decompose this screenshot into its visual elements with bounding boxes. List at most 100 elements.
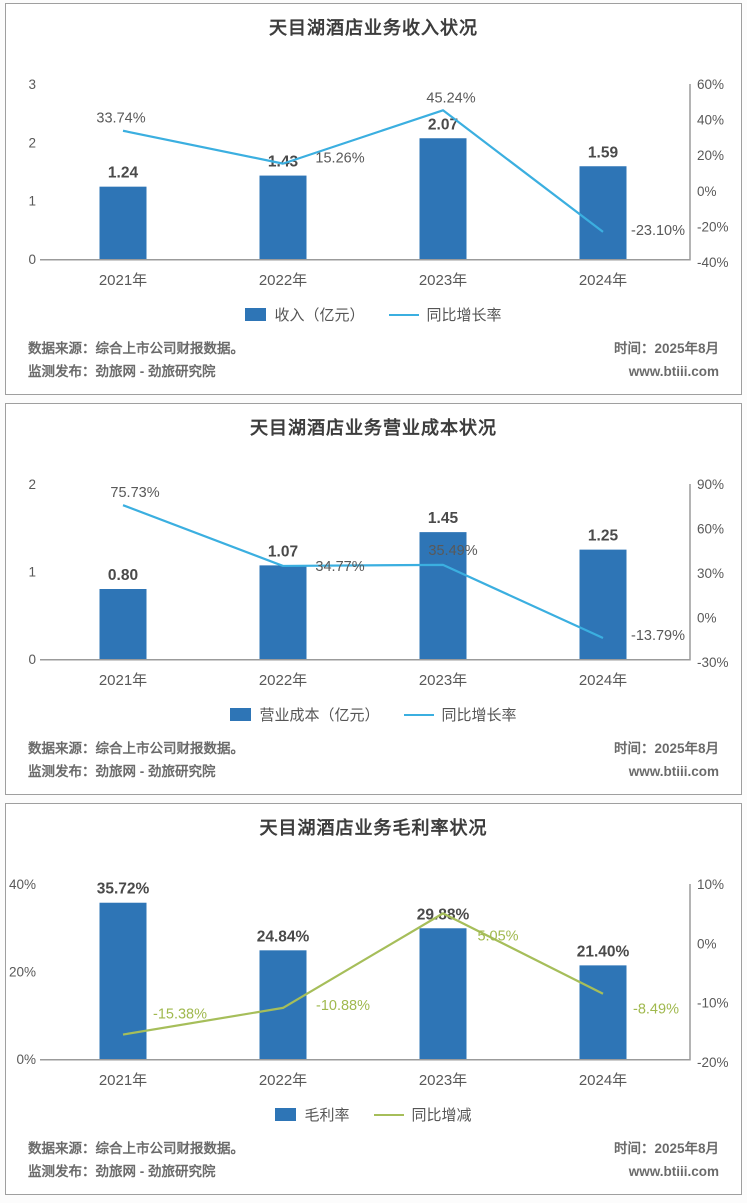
svg-text:-40%: -40%	[697, 255, 729, 270]
svg-text:2022年: 2022年	[259, 272, 307, 289]
publisher-text: 监测发布：劲旅网 - 劲旅研究院	[28, 764, 216, 779]
svg-text:30%: 30%	[697, 566, 724, 581]
bar-series-label: 收入（亿元）	[274, 307, 365, 324]
svg-text:1: 1	[28, 194, 36, 209]
svg-text:0%: 0%	[697, 184, 717, 199]
website-text: www.btiii.com	[628, 364, 719, 379]
svg-text:2021年: 2021年	[99, 272, 147, 289]
svg-text:1.43: 1.43	[268, 154, 299, 171]
svg-text:2024年: 2024年	[579, 272, 627, 289]
svg-text:2023年: 2023年	[419, 272, 467, 289]
bar-series-label: 毛利率	[304, 1107, 350, 1124]
chart-title: 天目湖酒店业务收入状况	[269, 18, 478, 38]
svg-text:2021年: 2021年	[99, 672, 147, 689]
svg-text:1.07: 1.07	[268, 543, 298, 560]
svg-text:0%: 0%	[16, 1052, 36, 1067]
chart-title: 天目湖酒店业务营业成本状况	[250, 418, 497, 438]
line-series-swatch	[373, 1113, 404, 1116]
chart-legend: 营业成本（亿元） 同比增长率	[6, 704, 741, 725]
svg-text:33.74%: 33.74%	[96, 111, 145, 127]
svg-text:40%: 40%	[697, 113, 724, 128]
svg-text:-20%: -20%	[697, 219, 729, 234]
data-source-text: 数据来源：综合上市公司财报数据。	[28, 341, 244, 356]
line-series-label: 同比增长率	[426, 307, 502, 324]
svg-text:35.72%: 35.72%	[97, 881, 150, 898]
line-series-label: 同比增减	[411, 1107, 472, 1124]
website-text: www.btiii.com	[628, 764, 719, 779]
chart-footer: 数据来源：综合上市公司财报数据。 监测发布：劲旅网 - 劲旅研究院 时间：202…	[6, 1137, 741, 1183]
website-text: www.btiii.com	[628, 1164, 719, 1179]
svg-text:-15.38%: -15.38%	[153, 1007, 207, 1023]
svg-text:2022年: 2022年	[259, 672, 307, 689]
svg-text:40%: 40%	[9, 877, 36, 892]
svg-text:35.49%: 35.49%	[428, 543, 477, 559]
svg-text:20%: 20%	[9, 965, 36, 980]
svg-text:-8.49%: -8.49%	[633, 1002, 679, 1018]
svg-text:2021年: 2021年	[99, 1072, 147, 1089]
svg-text:-20%: -20%	[697, 1055, 729, 1070]
svg-text:3: 3	[28, 77, 36, 92]
line-series-swatch	[403, 713, 434, 716]
svg-text:2023年: 2023年	[419, 1072, 467, 1089]
svg-text:-10%: -10%	[697, 996, 729, 1011]
svg-text:5.05%: 5.05%	[477, 928, 518, 944]
svg-text:10%: 10%	[697, 877, 724, 892]
line-series-swatch	[388, 313, 419, 316]
report-time-text: 时间：2025年8月	[613, 341, 719, 356]
svg-text:2023年: 2023年	[419, 672, 467, 689]
svg-text:20%: 20%	[697, 148, 724, 163]
svg-text:2: 2	[28, 135, 36, 150]
svg-text:2: 2	[28, 477, 36, 492]
svg-text:0%: 0%	[697, 936, 717, 951]
svg-text:0: 0	[28, 252, 36, 267]
report-time-text: 时间：2025年8月	[613, 741, 719, 756]
svg-text:2024年: 2024年	[579, 672, 627, 689]
cost-chart-panel: 天目湖酒店业务营业成本状况 0 1 2 90% 60% 30% 0% -30% 0.80 1.07…	[5, 403, 742, 795]
svg-text:24.84%: 24.84%	[257, 928, 310, 945]
svg-text:60%: 60%	[697, 522, 724, 537]
report-time-text: 时间：2025年8月	[613, 1141, 719, 1156]
svg-text:2024年: 2024年	[579, 1072, 627, 1089]
svg-text:-23.10%: -23.10%	[631, 223, 685, 239]
svg-text:21.40%: 21.40%	[577, 943, 630, 960]
chart-legend: 收入（亿元） 同比增长率	[6, 304, 741, 325]
data-source-text: 数据来源：综合上市公司财报数据。	[28, 741, 244, 756]
svg-text:0%: 0%	[697, 611, 717, 626]
margin-chart-panel: 天目湖酒店业务毛利率状况 0% 20% 40% 10% 0% -10% -20% 35.72%…	[5, 803, 742, 1195]
bar-series-label: 营业成本（亿元）	[259, 707, 380, 724]
margin-combo-chart: 0% 20% 40% 10% 0% -10% -20% 35.72% 24.84% 29.88% 2…	[9, 877, 729, 1089]
chart-legend: 毛利率 同比增减	[6, 1104, 741, 1125]
bar-series-swatch	[245, 308, 267, 321]
svg-text:-30%: -30%	[697, 655, 729, 670]
svg-text:2022年: 2022年	[259, 1072, 307, 1089]
svg-text:34.77%: 34.77%	[315, 559, 364, 575]
svg-text:1.25: 1.25	[588, 528, 619, 545]
line-series-label: 同比增长率	[441, 707, 517, 724]
data-source-text: 数据来源：综合上市公司财报数据。	[28, 1141, 244, 1156]
chart-footer: 数据来源：综合上市公司财报数据。 监测发布：劲旅网 - 劲旅研究院 时间：202…	[6, 737, 741, 783]
svg-text:-10.88%: -10.88%	[316, 998, 370, 1014]
svg-text:-13.79%: -13.79%	[631, 628, 685, 644]
svg-text:1.45: 1.45	[428, 510, 459, 527]
bar-series-swatch	[230, 708, 252, 721]
publisher-text: 监测发布：劲旅网 - 劲旅研究院	[28, 364, 216, 379]
revenue-chart-panel: 天目湖酒店业务收入状况 0 1 2 3 60% 40% 20% 0% -20% -40% 1.24 1…	[5, 3, 742, 395]
cost-combo-chart: 0 1 2 90% 60% 30% 0% -30% 0.80 1.07 1.45 1.25 2021年 2…	[28, 477, 729, 689]
svg-text:0: 0	[28, 652, 36, 667]
chart-footer: 数据来源：综合上市公司财报数据。 监测发布：劲旅网 - 劲旅研究院 时间：202…	[6, 337, 741, 383]
svg-text:15.26%: 15.26%	[315, 151, 364, 167]
chart-title: 天目湖酒店业务毛利率状况	[259, 818, 488, 838]
svg-text:90%: 90%	[697, 477, 724, 492]
svg-text:1.59: 1.59	[588, 144, 619, 161]
svg-text:60%: 60%	[697, 77, 724, 92]
svg-text:75.73%: 75.73%	[110, 485, 159, 501]
svg-text:2.07: 2.07	[428, 116, 458, 133]
publisher-text: 监测发布：劲旅网 - 劲旅研究院	[28, 1164, 216, 1179]
svg-text:1: 1	[28, 565, 36, 580]
revenue-combo-chart: 0 1 2 3 60% 40% 20% 0% -20% -40% 1.24 1.43 2.07 1.59 2…	[28, 77, 729, 289]
svg-text:45.24%: 45.24%	[426, 90, 475, 106]
bar-series-swatch	[275, 1108, 297, 1121]
svg-text:0.80: 0.80	[108, 567, 138, 584]
svg-text:29.88%: 29.88%	[417, 906, 470, 923]
svg-text:1.24: 1.24	[108, 165, 139, 182]
